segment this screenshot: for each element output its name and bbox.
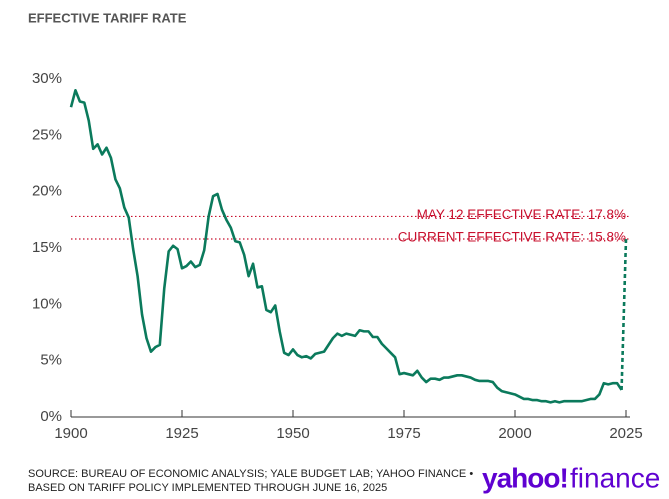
- y-tick-label: 30%: [32, 70, 62, 87]
- y-tick-label: 10%: [32, 295, 62, 312]
- y-tick-label: 0%: [40, 408, 62, 425]
- y-tick-label: 25%: [32, 126, 62, 143]
- x-tick-label: 2000: [498, 425, 531, 442]
- reference-label: MAY 12 EFFECTIVE RATE: 17.8%: [417, 207, 626, 222]
- logo-product: finance: [570, 462, 660, 493]
- x-tick-label: 1900: [54, 425, 87, 442]
- data-line: [620, 238, 628, 390]
- source-line: BASED ON TARIFF POLICY IMPLEMENTED THROU…: [28, 482, 387, 494]
- y-tick-label: 5%: [40, 352, 62, 369]
- y-tick-label: 15%: [32, 239, 62, 256]
- x-tick-label: 1975: [387, 425, 420, 442]
- chart-title: EFFECTIVE TARIFF RATE: [28, 10, 187, 25]
- data-line: [69, 88, 623, 404]
- reference-label: CURRENT EFFECTIVE RATE: 15.8%: [398, 230, 626, 245]
- y-tick-label: 20%: [32, 183, 62, 200]
- logo-brand: yahoo!: [482, 462, 568, 493]
- x-tick-label: 1950: [276, 425, 309, 442]
- x-tick-label: 2025: [609, 425, 642, 442]
- x-tick-label: 1925: [165, 425, 198, 442]
- source-line: SOURCE: BUREAU OF ECONOMIC ANALYSIS; YAL…: [28, 468, 473, 480]
